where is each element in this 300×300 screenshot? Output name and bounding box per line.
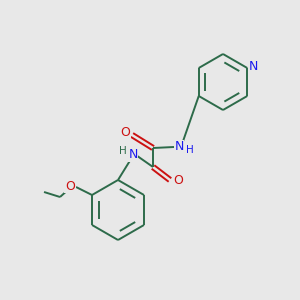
Text: N: N xyxy=(249,61,258,74)
Text: H: H xyxy=(119,146,127,156)
Text: O: O xyxy=(65,179,75,193)
Text: H: H xyxy=(186,145,194,155)
Text: N: N xyxy=(174,140,184,154)
Text: O: O xyxy=(120,127,130,140)
Text: N: N xyxy=(128,148,138,161)
Text: O: O xyxy=(173,175,183,188)
